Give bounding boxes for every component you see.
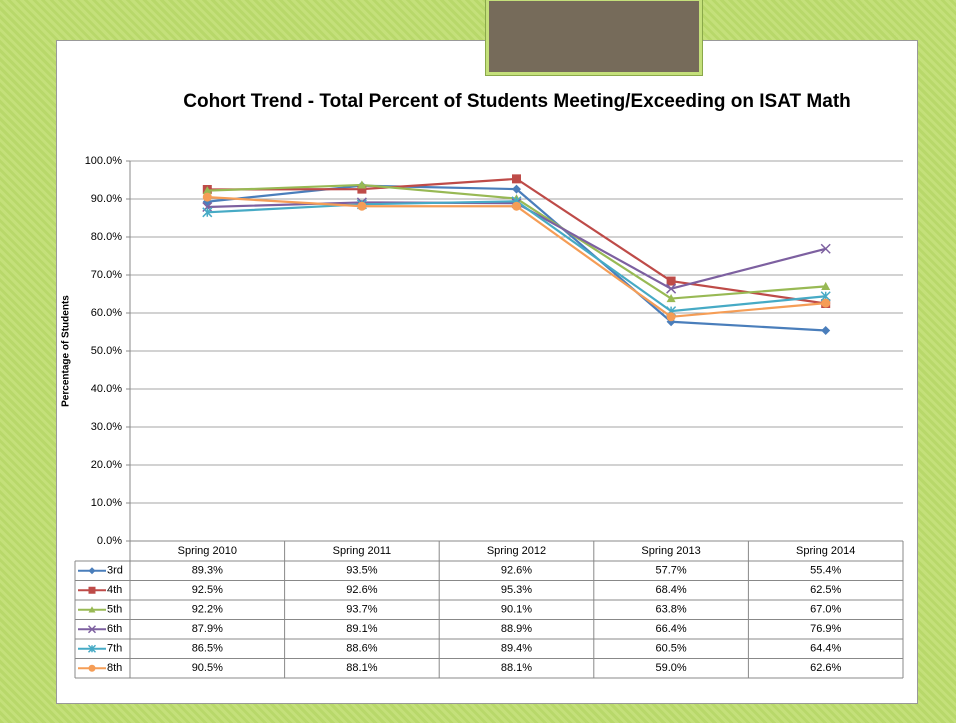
table-cell: 86.5% bbox=[192, 643, 223, 655]
y-tick-label: 10.0% bbox=[91, 497, 122, 509]
legend-marker bbox=[88, 567, 96, 575]
table-cell: 57.7% bbox=[655, 565, 686, 577]
y-axis-label: Percentage of Students bbox=[61, 295, 72, 407]
table-cell: 62.6% bbox=[810, 662, 841, 674]
y-tick-label: 100.0% bbox=[85, 155, 123, 167]
legend-marker bbox=[87, 644, 97, 653]
legend-label: 3rd bbox=[107, 565, 123, 577]
table-cell: 92.5% bbox=[192, 584, 223, 596]
table-cell: 90.5% bbox=[192, 662, 223, 674]
table-cell: 62.5% bbox=[810, 584, 841, 596]
y-tick-label: 30.0% bbox=[91, 421, 122, 433]
data-point bbox=[666, 294, 676, 303]
y-tick-label: 0.0% bbox=[97, 535, 122, 547]
legend-marker bbox=[88, 664, 96, 672]
legend-label: 7th bbox=[107, 643, 122, 655]
table-cell: 90.1% bbox=[501, 604, 532, 616]
table-cell: 63.8% bbox=[655, 604, 686, 616]
content-panel bbox=[56, 40, 918, 704]
table-cell: 87.9% bbox=[192, 623, 223, 635]
data-point bbox=[202, 192, 212, 202]
table-cell: 76.9% bbox=[810, 623, 841, 635]
data-point bbox=[666, 276, 676, 286]
table-cell: 92.6% bbox=[501, 565, 532, 577]
data-point bbox=[202, 207, 213, 218]
y-tick-label: 40.0% bbox=[91, 383, 122, 395]
table-cell: 88.1% bbox=[501, 662, 532, 674]
table-cell: 88.1% bbox=[346, 662, 377, 674]
data-point bbox=[821, 298, 831, 308]
table-cell: 59.0% bbox=[655, 662, 686, 674]
legend-label: 6th bbox=[107, 623, 122, 635]
y-tick-label: 20.0% bbox=[91, 459, 122, 471]
legend-marker bbox=[88, 606, 96, 613]
data-point bbox=[512, 201, 521, 211]
x-tick-label: Spring 2013 bbox=[641, 545, 700, 557]
data-point bbox=[512, 174, 521, 184]
legend-marker bbox=[88, 586, 96, 594]
legend-label: 5th bbox=[107, 604, 122, 616]
y-tick-label: 80.0% bbox=[91, 231, 122, 243]
table-cell: 64.4% bbox=[810, 643, 841, 655]
table-cell: 55.4% bbox=[810, 565, 841, 577]
table-cell: 89.1% bbox=[346, 623, 377, 635]
data-point bbox=[666, 312, 676, 322]
table-cell: 92.6% bbox=[346, 584, 377, 596]
table-cell: 95.3% bbox=[501, 584, 532, 596]
title-box bbox=[486, 0, 702, 75]
table-cell: 93.7% bbox=[346, 604, 377, 616]
table-cell: 93.5% bbox=[346, 565, 377, 577]
table-cell: 88.9% bbox=[501, 623, 532, 635]
table-cell: 89.4% bbox=[501, 643, 532, 655]
table-cell: 92.2% bbox=[192, 604, 223, 616]
series-line bbox=[207, 201, 826, 290]
data-point bbox=[821, 281, 831, 290]
table-cell: 66.4% bbox=[655, 623, 686, 635]
y-tick-label: 70.0% bbox=[91, 269, 122, 281]
x-tick-label: Spring 2012 bbox=[487, 545, 546, 557]
y-tick-label: 60.0% bbox=[91, 307, 122, 319]
table-cell: 88.6% bbox=[346, 643, 377, 655]
x-tick-label: Spring 2011 bbox=[333, 545, 392, 557]
x-tick-label: Spring 2014 bbox=[796, 545, 855, 557]
y-tick-label: 90.0% bbox=[91, 193, 122, 205]
data-point bbox=[202, 186, 212, 195]
data-point bbox=[821, 325, 831, 335]
data-point bbox=[666, 283, 677, 294]
x-tick-label: Spring 2010 bbox=[178, 545, 237, 557]
table-cell: 68.4% bbox=[655, 584, 686, 596]
data-point bbox=[357, 180, 367, 189]
y-tick-label: 50.0% bbox=[91, 345, 122, 357]
table-cell: 89.3% bbox=[192, 565, 223, 577]
series-line bbox=[207, 196, 826, 318]
data-point bbox=[357, 184, 367, 194]
table-cell: 60.5% bbox=[655, 643, 686, 655]
data-point bbox=[512, 184, 521, 194]
data-point bbox=[820, 243, 831, 254]
data-point bbox=[357, 201, 367, 211]
legend-label: 8th bbox=[107, 662, 122, 674]
legend-marker bbox=[87, 625, 97, 634]
table-cell: 67.0% bbox=[810, 604, 841, 616]
legend-label: 4th bbox=[107, 584, 122, 596]
chart-title: Cohort Trend - Total Percent of Students… bbox=[183, 91, 851, 112]
